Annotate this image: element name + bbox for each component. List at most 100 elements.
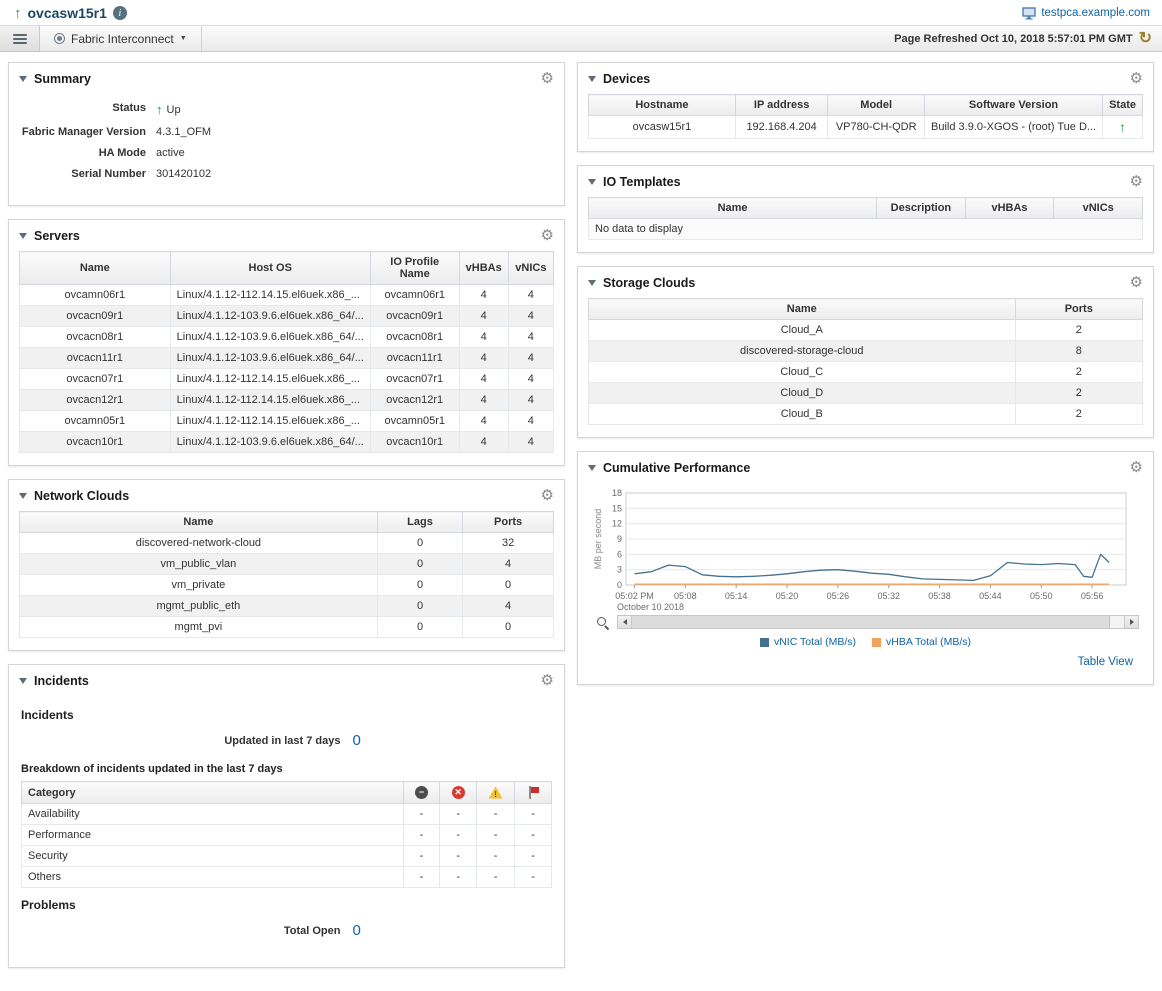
gear-icon[interactable]: ⚙ bbox=[540, 70, 554, 87]
column-header[interactable]: Name bbox=[19, 251, 171, 285]
disclosure-triangle-icon[interactable] bbox=[588, 75, 596, 82]
scroll-right-icon[interactable] bbox=[1124, 616, 1138, 628]
gear-icon[interactable]: ⚙ bbox=[1129, 459, 1143, 476]
svg-text:05:38: 05:38 bbox=[928, 591, 951, 601]
table-row[interactable]: Cloud_A 2 bbox=[588, 319, 1144, 341]
table-row[interactable]: ovcamn05r1 Linux/4.1.12-112.14.15.el6uek.… bbox=[19, 410, 555, 432]
table-row[interactable]: vm_private 0 0 bbox=[19, 574, 554, 596]
table-row[interactable]: Cloud_B 2 bbox=[588, 403, 1144, 425]
host-link[interactable]: testpca.example.com bbox=[1041, 7, 1150, 19]
table-row[interactable]: Availability - - - - bbox=[21, 803, 552, 825]
info-icon[interactable]: i bbox=[112, 6, 127, 20]
column-header[interactable]: State bbox=[1102, 94, 1143, 116]
table-row[interactable]: ovcamn06r1 Linux/4.1.12-112.14.15.el6uek.… bbox=[19, 284, 555, 306]
performance-chart: 0 3 6 9 12 15 18 05:02 PM 05:08 05:14 05:20 05:26 05… bbox=[578, 481, 1153, 684]
scroll-left-icon[interactable] bbox=[618, 616, 632, 628]
gear-icon[interactable]: ⚙ bbox=[540, 487, 554, 504]
disclosure-triangle-icon[interactable] bbox=[588, 279, 596, 286]
column-header[interactable]: Lags bbox=[376, 511, 464, 533]
disclosure-triangle-icon[interactable] bbox=[588, 178, 596, 185]
scrollbar-thumb[interactable] bbox=[632, 616, 1111, 628]
gear-icon[interactable]: ⚙ bbox=[540, 227, 554, 244]
table-row[interactable]: ovcacn08r1 Linux/4.1.12-103.9.6.el6uek.x8… bbox=[19, 326, 555, 348]
column-header[interactable]: − bbox=[402, 781, 441, 804]
column-header[interactable]: ✕ bbox=[439, 781, 478, 804]
disclosure-triangle-icon[interactable] bbox=[19, 232, 27, 239]
chart-scrollbar[interactable] bbox=[617, 615, 1139, 629]
table-row[interactable]: Security - - - - bbox=[21, 845, 552, 867]
disclosure-triangle-icon[interactable] bbox=[19, 677, 27, 684]
refresh-icon[interactable]: ↻ bbox=[1138, 29, 1152, 47]
column-header[interactable]: IP address bbox=[734, 94, 829, 116]
table-row[interactable]: Cloud_D 2 bbox=[588, 382, 1144, 404]
table-cell: - bbox=[439, 866, 478, 888]
column-header[interactable]: IO Profile Name bbox=[369, 251, 460, 285]
column-header[interactable]: vHBAs bbox=[458, 251, 509, 285]
table-row[interactable]: mgmt_public_eth 0 4 bbox=[19, 595, 554, 617]
table-row[interactable]: discovered-network-cloud 0 32 bbox=[19, 532, 554, 554]
column-header[interactable] bbox=[514, 781, 552, 804]
table-cell: Cloud_B bbox=[588, 403, 1016, 425]
hamburger-menu-button[interactable] bbox=[0, 26, 40, 51]
table-row[interactable]: Performance - - - - bbox=[21, 824, 552, 846]
updated-last-7-days-value[interactable]: 0 bbox=[352, 732, 361, 749]
table-row[interactable]: ovcacn12r1 Linux/4.1.12-112.14.15.el6uek.… bbox=[19, 389, 555, 411]
table-cell: Linux/4.1.12-112.14.15.el6uek.x86_... bbox=[169, 410, 371, 432]
table-row[interactable]: ovcacn10r1 Linux/4.1.12-103.9.6.el6uek.x8… bbox=[19, 431, 555, 453]
column-header[interactable]: Name bbox=[19, 511, 378, 533]
table-cell: 4 bbox=[458, 305, 509, 327]
table-row[interactable]: vm_public_vlan 0 4 bbox=[19, 553, 554, 575]
column-header[interactable]: Hostname bbox=[588, 94, 736, 116]
red-flag-icon bbox=[527, 786, 540, 799]
table-row[interactable]: ovcacn09r1 Linux/4.1.12-103.9.6.el6uek.x8… bbox=[19, 305, 555, 327]
table-row[interactable]: discovered-storage-cloud 8 bbox=[588, 340, 1144, 362]
table-cell: - bbox=[514, 824, 552, 846]
fabric-interconnect-menu-button[interactable]: Fabric Interconnect ▼ bbox=[40, 26, 202, 51]
table-row[interactable]: mgmt_pvi 0 0 bbox=[19, 616, 554, 638]
gear-icon[interactable]: ⚙ bbox=[1129, 274, 1143, 291]
table-cell: 2 bbox=[1014, 361, 1144, 383]
table-row[interactable]: Others - - - - bbox=[21, 866, 552, 888]
table-cell: 4 bbox=[507, 305, 555, 327]
column-header[interactable]: vHBAs bbox=[964, 197, 1055, 219]
column-header[interactable]: vNICs bbox=[1053, 197, 1143, 219]
chevron-down-icon: ▼ bbox=[179, 35, 187, 42]
table-cell: - bbox=[439, 824, 478, 846]
column-header[interactable]: ! bbox=[476, 781, 516, 804]
table-cell: ovcamn06r1 bbox=[19, 284, 171, 306]
disclosure-triangle-icon[interactable] bbox=[19, 75, 27, 82]
column-header[interactable]: Category bbox=[21, 781, 404, 804]
column-header[interactable]: Name bbox=[587, 197, 878, 219]
column-header[interactable]: Ports bbox=[1014, 298, 1144, 320]
table-row[interactable]: ovcacn07r1 Linux/4.1.12-112.14.15.el6uek.… bbox=[19, 368, 555, 390]
nav-menu-label: Fabric Interconnect bbox=[71, 31, 174, 46]
status-label: Status bbox=[112, 102, 146, 114]
column-header[interactable]: Software Version bbox=[923, 94, 1104, 116]
svg-text:05:02 PM: 05:02 PM bbox=[615, 591, 654, 601]
column-header[interactable]: Name bbox=[588, 298, 1016, 320]
column-header[interactable]: Description bbox=[876, 197, 966, 219]
zoom-magnifier-icon[interactable] bbox=[596, 616, 609, 629]
network-clouds-panel: Network Clouds ⚙ Name Lags Ports discovered… bbox=[8, 479, 565, 651]
io-templates-table: Name Description vHBAs vNICs No data to disp… bbox=[587, 197, 1143, 240]
gear-icon[interactable]: ⚙ bbox=[1129, 173, 1143, 190]
gear-icon[interactable]: ⚙ bbox=[540, 672, 554, 689]
total-open-value[interactable]: 0 bbox=[352, 922, 361, 939]
disclosure-triangle-icon[interactable] bbox=[19, 492, 27, 499]
table-cell: Performance bbox=[21, 824, 404, 846]
column-header[interactable]: vNICs bbox=[507, 251, 555, 285]
column-header[interactable]: Model bbox=[827, 94, 925, 116]
table-view-link[interactable]: Table View bbox=[1077, 656, 1133, 668]
column-header[interactable]: Host OS bbox=[169, 251, 371, 285]
table-cell: - bbox=[514, 803, 552, 825]
gear-icon[interactable]: ⚙ bbox=[1129, 70, 1143, 87]
table-row[interactable]: ovcacn11r1 Linux/4.1.12-103.9.6.el6uek.x8… bbox=[19, 347, 555, 369]
table-row[interactable]: ovcasw15r1 192.168.4.204 VP780-CH-QDR Build… bbox=[588, 115, 1143, 139]
vnic-legend-swatch bbox=[759, 637, 769, 647]
disclosure-triangle-icon[interactable] bbox=[588, 464, 596, 471]
table-row[interactable]: Cloud_C 2 bbox=[588, 361, 1144, 383]
column-header[interactable]: Ports bbox=[462, 511, 554, 533]
toolbar: Fabric Interconnect ▼ Page Refreshed Oct… bbox=[0, 25, 1162, 52]
table-cell: Linux/4.1.12-112.14.15.el6uek.x86_... bbox=[169, 368, 371, 390]
